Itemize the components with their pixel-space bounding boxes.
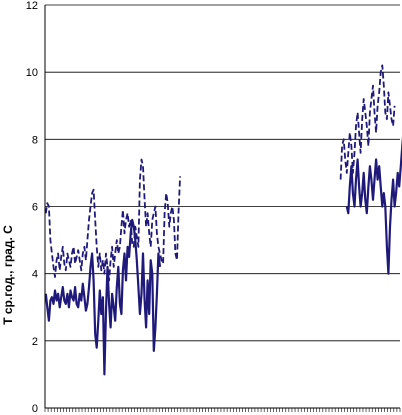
y-tick-label: 4: [32, 269, 38, 281]
axes: [44, 5, 400, 409]
y-tick-labels: 0 2 4 6 8 10 12: [26, 0, 38, 415]
x-ticks: [44, 408, 401, 412]
y-axis-label: T ср.год., град. С: [1, 225, 15, 325]
series-line-3-solid: [345, 135, 402, 275]
y-tick-label: 10: [26, 67, 38, 79]
y-tick-label: 2: [32, 336, 38, 348]
y-tick-label: 8: [32, 134, 38, 146]
y-tick-label: 12: [26, 0, 38, 12]
y-tick-label: 0: [32, 403, 38, 415]
series-lines: [44, 64, 402, 376]
y-tick-label: 6: [32, 202, 38, 214]
series-line-1-solid: [44, 218, 162, 376]
series-line-2-dashed: [44, 64, 396, 282]
